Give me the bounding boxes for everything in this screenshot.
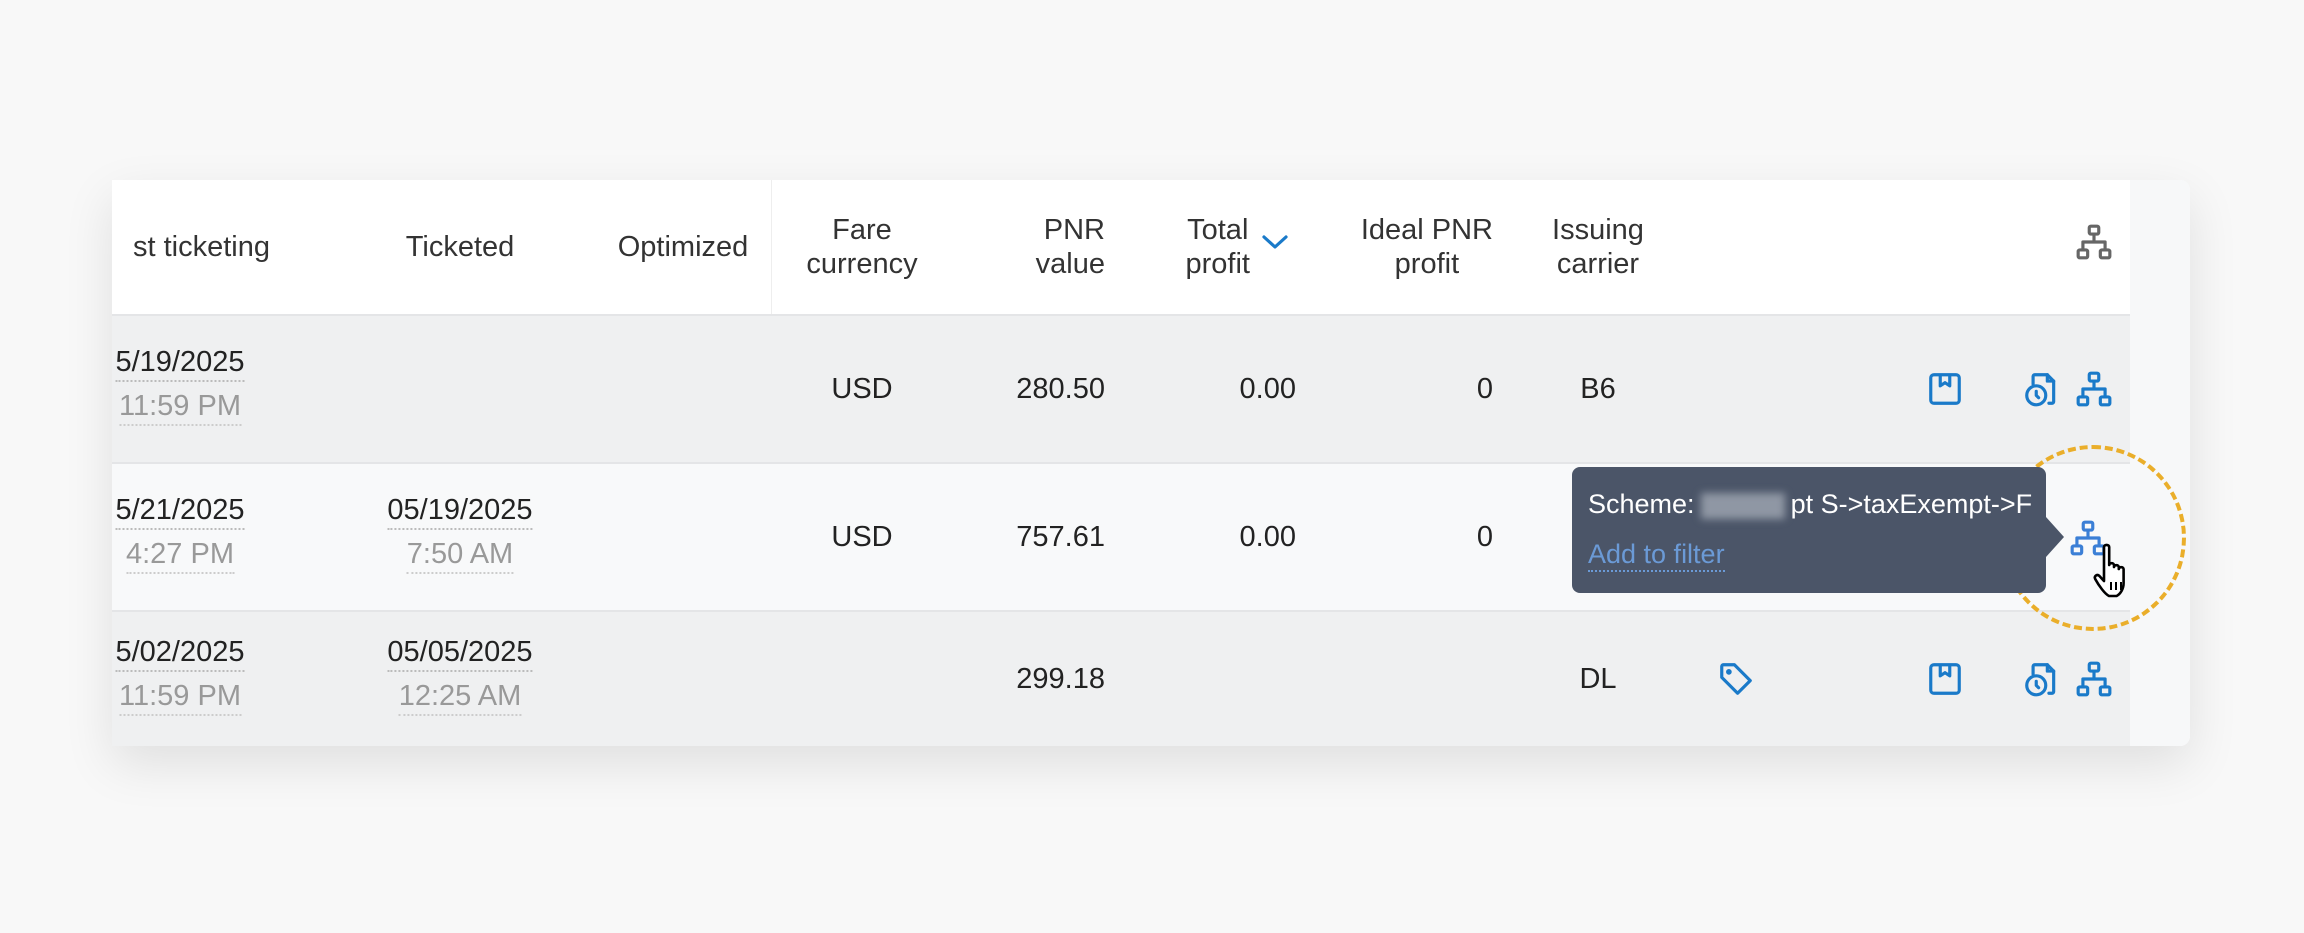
total-profit-cell: 0.00 [1239,373,1296,405]
header-optimized[interactable]: Optimized [617,231,749,263]
sitemap-icon[interactable] [2075,370,2113,408]
header-ticketed[interactable]: Ticketed [405,231,515,263]
ticketed-cell: 05/05/2025 12:25 AM [387,634,533,716]
scheme-tooltip: Scheme: pt S->taxExempt->F Add to filter [1572,467,2064,593]
header-issuing-carrier[interactable]: Issuing carrier [1552,214,1644,280]
pointer-hand-cursor [2093,543,2125,598]
header-pnr-value[interactable]: PNR value [1035,214,1105,280]
pnr-value-cell: 757.61 [1016,521,1105,553]
issuing-carrier-cell: DL [1579,663,1617,695]
last-ticketing-cell: 5/21/2025 4:27 PM [115,492,245,574]
last-ticketing-cell: 5/19/2025 11:59 PM [115,344,245,426]
chevron-down-icon[interactable] [1260,230,1290,254]
redacted-text [1700,492,1785,519]
tag-icon[interactable] [1717,660,1755,698]
bookmark-icon[interactable] [1926,370,1964,408]
pnr-value-cell: 280.50 [1016,373,1105,405]
bookmark-icon[interactable] [1926,660,1964,698]
add-to-filter-link[interactable]: Add to filter [1588,539,1725,572]
pnr-value-cell: 299.18 [1016,663,1105,695]
header-last-ticketing[interactable]: st ticketing [133,231,270,263]
table-row[interactable]: 5/02/2025 11:59 PM 05/05/2025 12:25 AM 299… [112,612,2130,746]
total-profit-cell: 0.00 [1239,521,1296,553]
ideal-pnr-profit-cell: 0 [1476,373,1493,405]
document-clock-icon[interactable] [2022,370,2060,408]
sitemap-icon[interactable] [2075,660,2113,698]
ticketed-cell: 05/19/2025 7:50 AM [387,492,533,574]
last-ticketing-cell: 5/02/2025 11:59 PM [115,634,245,716]
fare-currency-cell: USD [831,373,893,405]
tooltip-scheme-text: Scheme: pt S->taxExempt->F [1588,489,2033,519]
document-clock-icon[interactable] [2022,660,2060,698]
header-total-profit[interactable]: Total profit [1185,214,1250,280]
table-row[interactable]: 5/19/2025 11:59 PM USD 280.50 0.00 0 B6 [112,316,2130,464]
header-ideal-pnr-profit[interactable]: Ideal PNR profit [1360,214,1493,280]
issuing-carrier-cell: B6 [1580,373,1616,405]
fare-currency-cell: USD [831,521,893,553]
ideal-pnr-profit-cell: 0 [1476,521,1493,553]
header-fare-currency[interactable]: Fare currency [806,214,918,280]
column-divider [771,180,772,314]
sitemap-icon[interactable] [2075,223,2113,261]
results-table: st ticketing Ticketed Optimized Fare curr… [112,180,2190,746]
table-header: st ticketing Ticketed Optimized Fare curr… [112,180,2130,316]
